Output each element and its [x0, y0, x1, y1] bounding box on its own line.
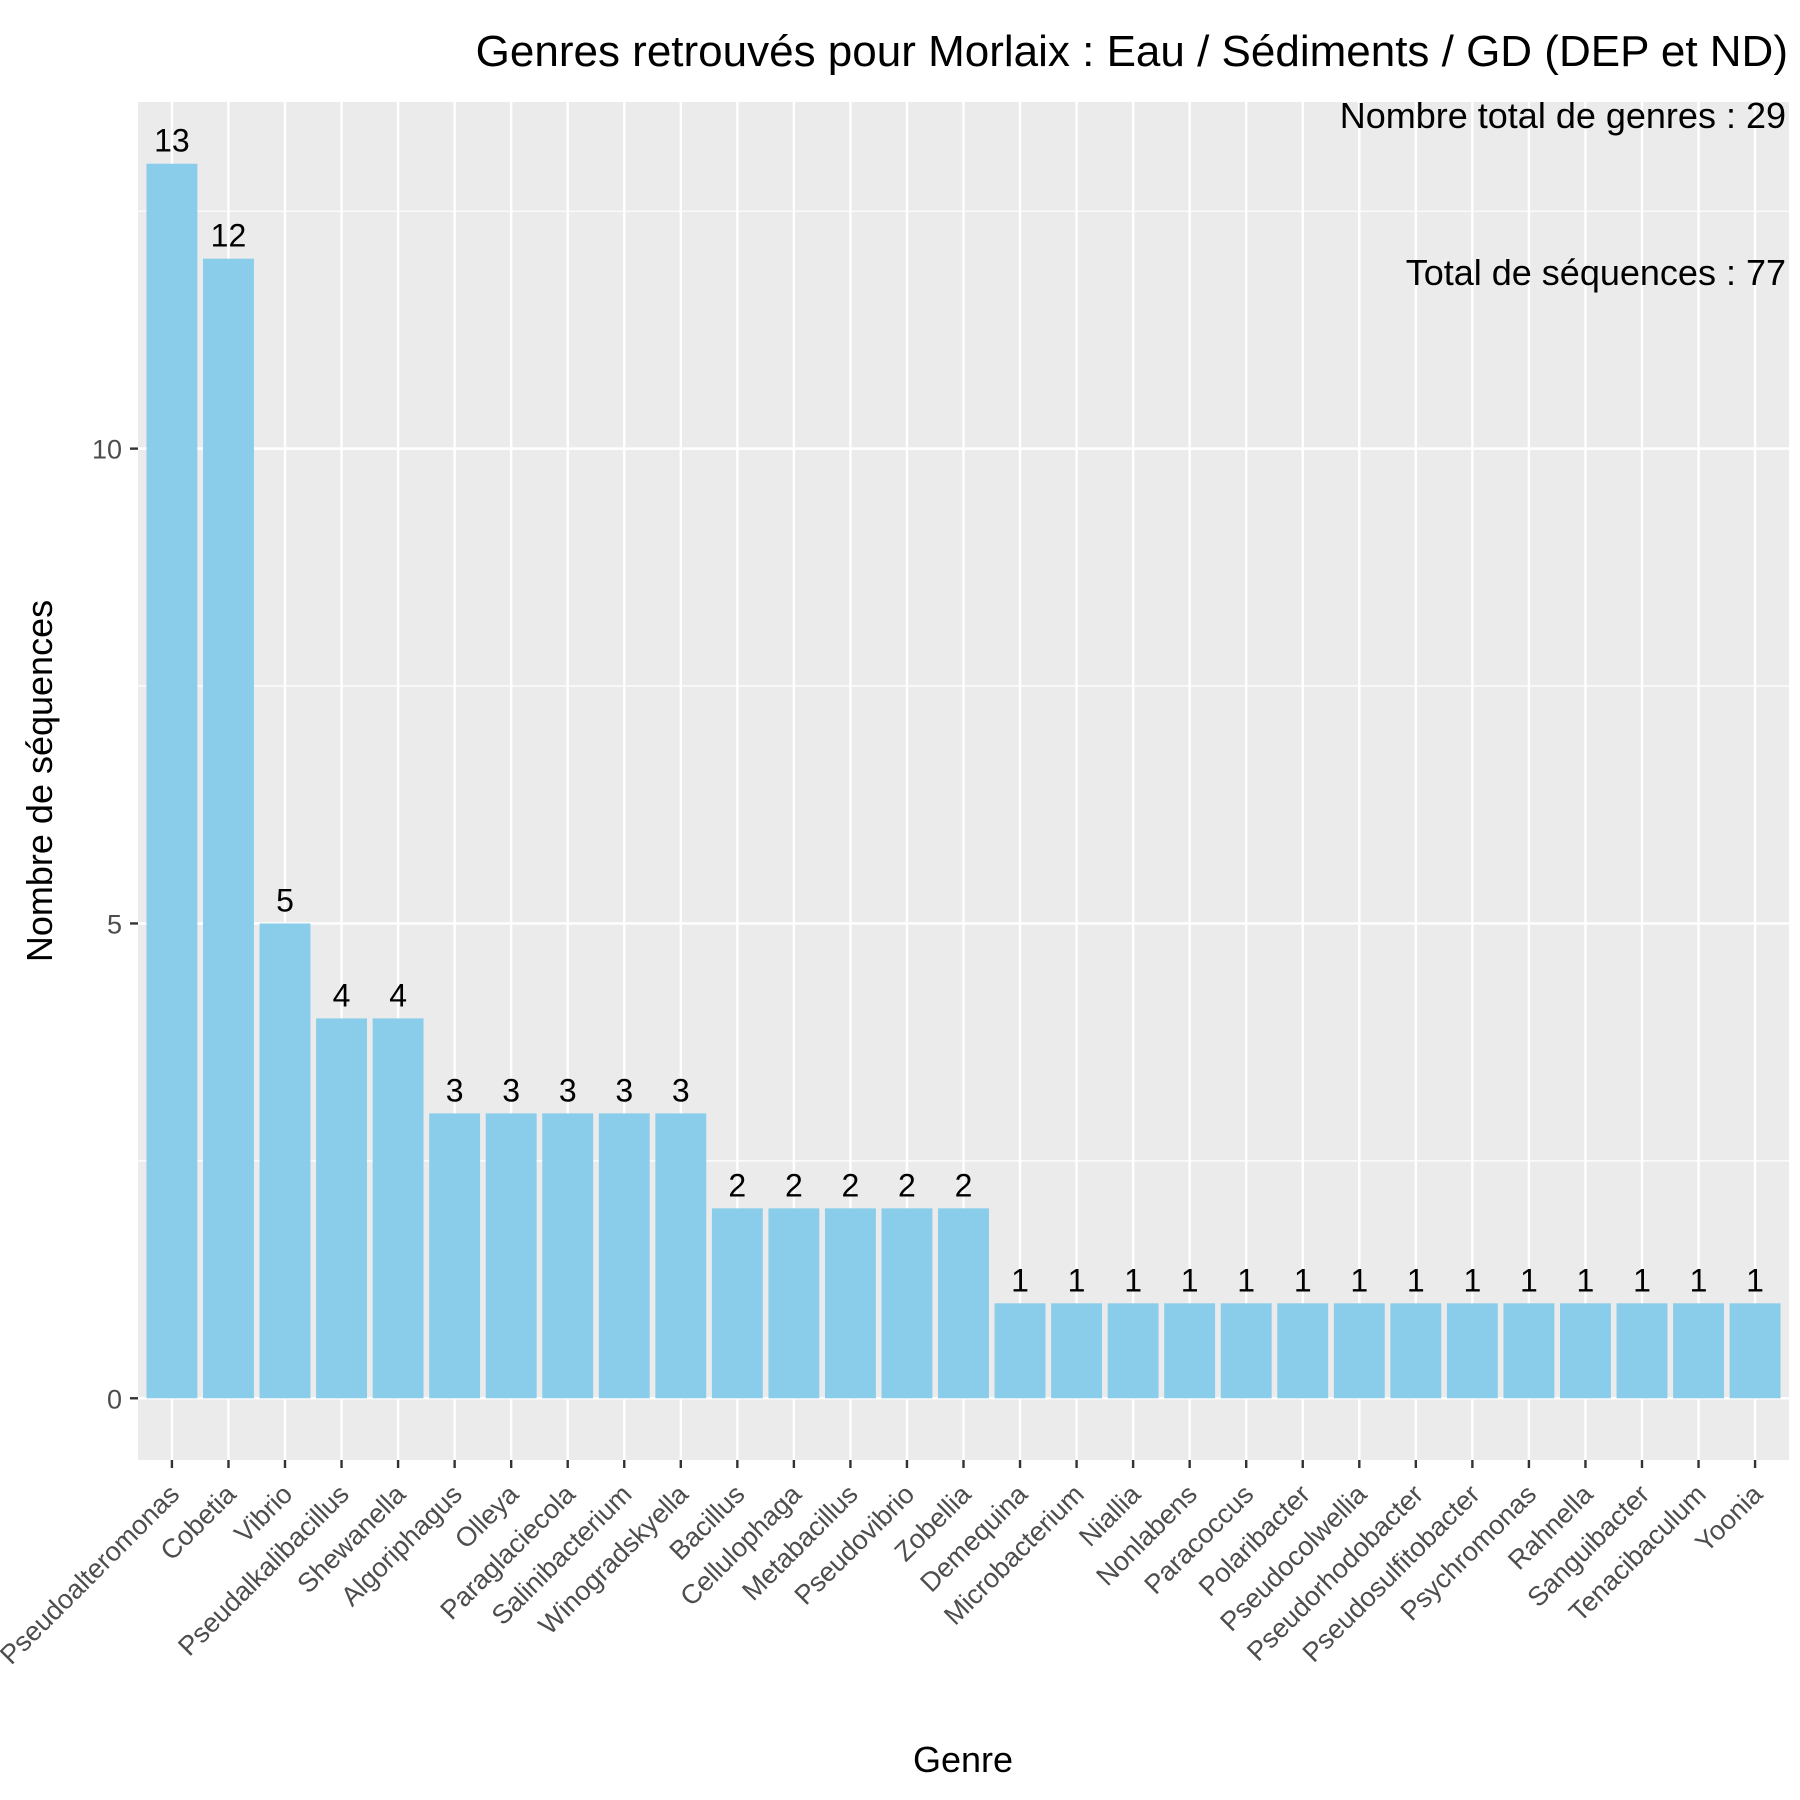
bar-value-labels: 13 12 5 4 4 3 3 3 3 3 2 2 2 2 2 1 1 1 1 1 1 1 1 1 1 1 1 1 1 — [154, 123, 1764, 1299]
bar — [316, 1018, 367, 1399]
total-genres-annotation: Nombre total de genres : 29 — [1340, 95, 1786, 136]
bar-value-label: 1 — [1237, 1262, 1255, 1298]
bar — [1503, 1303, 1555, 1399]
bar-value-label: 1 — [1124, 1262, 1142, 1298]
total-sequences-annotation: Total de séquences : 77 — [1406, 252, 1786, 293]
bar — [655, 1113, 707, 1399]
bar-value-label: 4 — [389, 977, 407, 1013]
x-tick-label: Pseudoalteromonas — [0, 1479, 185, 1670]
bar — [1164, 1303, 1216, 1399]
y-tick-label: 5 — [107, 909, 122, 939]
bar-value-label: 1 — [1633, 1262, 1651, 1298]
bar — [146, 163, 198, 1399]
bar — [1390, 1303, 1442, 1399]
bar-value-label: 3 — [672, 1072, 690, 1108]
bar — [429, 1113, 481, 1399]
bar-value-label: 1 — [1577, 1262, 1595, 1298]
bar-value-label: 1 — [1011, 1262, 1029, 1298]
bar-value-label: 2 — [842, 1167, 860, 1203]
chart-title: Genres retrouvés pour Morlaix : Eau / Sé… — [476, 27, 1788, 76]
bar — [1051, 1303, 1103, 1399]
bar — [203, 258, 254, 1399]
bar-value-label: 2 — [785, 1167, 803, 1203]
bar — [1446, 1303, 1498, 1399]
bar-value-label: 3 — [559, 1072, 577, 1108]
bar — [824, 1208, 876, 1399]
bar — [768, 1208, 820, 1399]
y-tick-label: 0 — [107, 1384, 122, 1414]
bar-value-label: 1 — [1407, 1262, 1425, 1298]
bar — [259, 923, 311, 1399]
bar-value-label: 1 — [1746, 1262, 1764, 1298]
x-axis: PseudoalteromonasCobetiaVibrioPseudalkal… — [0, 1460, 1769, 1670]
bar — [711, 1208, 763, 1399]
bar — [1616, 1303, 1668, 1399]
bar-value-label: 2 — [955, 1167, 973, 1203]
bar-value-label: 1 — [1294, 1262, 1312, 1298]
bar-value-label: 1 — [1690, 1262, 1708, 1298]
y-axis-title: Nombre de séquences — [19, 600, 60, 962]
bar — [881, 1208, 933, 1399]
y-tick-label: 10 — [92, 435, 122, 465]
bar — [1220, 1303, 1272, 1399]
bar — [994, 1303, 1046, 1399]
bar-value-label: 3 — [446, 1072, 464, 1108]
x-axis-title: Genre — [913, 1739, 1013, 1780]
bar — [1277, 1303, 1329, 1399]
bar — [1729, 1303, 1781, 1399]
bar-value-label: 13 — [154, 123, 190, 159]
bar-value-label: 1 — [1068, 1262, 1086, 1298]
bars — [146, 163, 1781, 1399]
bar — [598, 1113, 650, 1399]
bar — [372, 1018, 424, 1399]
bar-value-label: 2 — [898, 1167, 916, 1203]
bar-value-label: 12 — [211, 218, 247, 254]
bar — [938, 1208, 989, 1399]
bar-value-label: 1 — [1520, 1262, 1538, 1298]
bar-value-label: 3 — [502, 1072, 520, 1108]
bar — [542, 1113, 594, 1399]
bar — [1560, 1303, 1611, 1399]
bar — [1333, 1303, 1385, 1399]
bar-value-label: 3 — [615, 1072, 633, 1108]
bar — [485, 1113, 537, 1399]
bar — [1673, 1303, 1724, 1399]
bar-value-label: 2 — [728, 1167, 746, 1203]
bar-value-label: 4 — [333, 977, 351, 1013]
bar-value-label: 5 — [276, 882, 294, 918]
y-axis: 0 5 10 — [92, 435, 138, 1414]
bar-value-label: 1 — [1350, 1262, 1368, 1298]
bar-value-label: 1 — [1181, 1262, 1199, 1298]
bar-value-label: 1 — [1463, 1262, 1481, 1298]
bar — [1107, 1303, 1159, 1399]
